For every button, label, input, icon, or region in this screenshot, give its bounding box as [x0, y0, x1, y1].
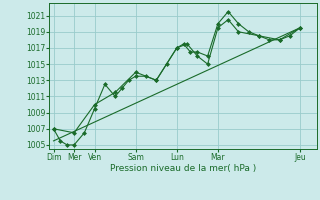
X-axis label: Pression niveau de la mer( hPa ): Pression niveau de la mer( hPa )	[110, 164, 256, 173]
